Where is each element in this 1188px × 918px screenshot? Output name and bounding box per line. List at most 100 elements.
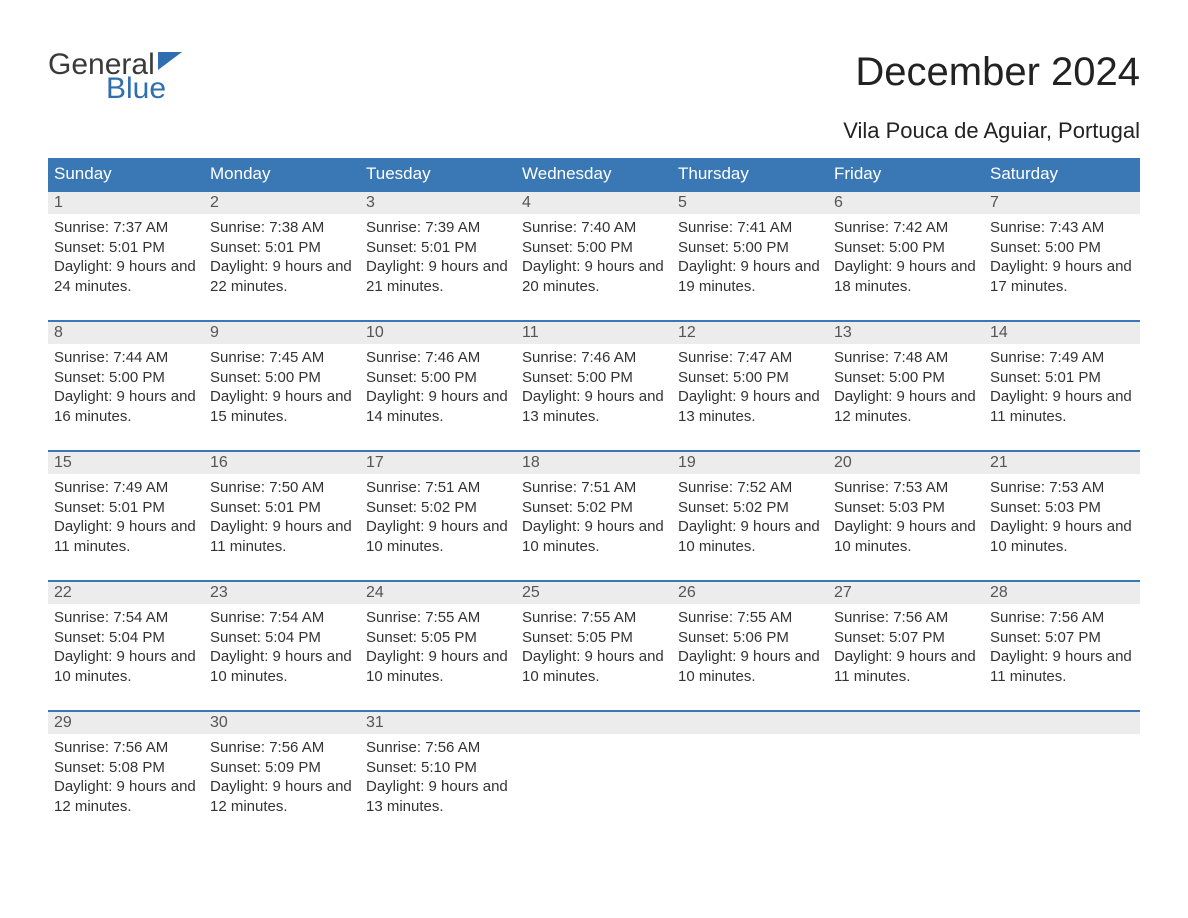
daylight-text: Daylight: 9 hours and 12 minutes. [54, 777, 198, 816]
calendar-day: 3Sunrise: 7:39 AMSunset: 5:01 PMDaylight… [360, 192, 516, 320]
sunrise-text: Sunrise: 7:53 AM [834, 478, 978, 498]
calendar-day: 21Sunrise: 7:53 AMSunset: 5:03 PMDayligh… [984, 452, 1140, 580]
sunrise-text: Sunrise: 7:43 AM [990, 218, 1134, 238]
calendar-week: 29Sunrise: 7:56 AMSunset: 5:08 PMDayligh… [48, 710, 1140, 840]
day-number: 10 [360, 322, 516, 344]
day-body: Sunrise: 7:53 AMSunset: 5:03 PMDaylight:… [984, 474, 1140, 560]
day-body: Sunrise: 7:55 AMSunset: 5:05 PMDaylight:… [360, 604, 516, 690]
day-body: Sunrise: 7:55 AMSunset: 5:05 PMDaylight:… [516, 604, 672, 690]
daylight-text: Daylight: 9 hours and 12 minutes. [834, 387, 978, 426]
calendar-day: 13Sunrise: 7:48 AMSunset: 5:00 PMDayligh… [828, 322, 984, 450]
calendar-header-cell: Tuesday [360, 158, 516, 190]
day-body: Sunrise: 7:46 AMSunset: 5:00 PMDaylight:… [516, 344, 672, 430]
sunrise-text: Sunrise: 7:47 AM [678, 348, 822, 368]
day-number: 22 [48, 582, 204, 604]
day-number: 16 [204, 452, 360, 474]
calendar-header-cell: Thursday [672, 158, 828, 190]
sunrise-text: Sunrise: 7:46 AM [522, 348, 666, 368]
day-body: Sunrise: 7:56 AMSunset: 5:10 PMDaylight:… [360, 734, 516, 820]
sunrise-text: Sunrise: 7:42 AM [834, 218, 978, 238]
calendar-day: 11Sunrise: 7:46 AMSunset: 5:00 PMDayligh… [516, 322, 672, 450]
sunset-text: Sunset: 5:01 PM [210, 498, 354, 518]
calendar-day: 1Sunrise: 7:37 AMSunset: 5:01 PMDaylight… [48, 192, 204, 320]
day-body: Sunrise: 7:52 AMSunset: 5:02 PMDaylight:… [672, 474, 828, 560]
calendar-day: 24Sunrise: 7:55 AMSunset: 5:05 PMDayligh… [360, 582, 516, 710]
calendar-header-cell: Sunday [48, 158, 204, 190]
sunrise-text: Sunrise: 7:54 AM [54, 608, 198, 628]
day-number: 12 [672, 322, 828, 344]
sunset-text: Sunset: 5:01 PM [366, 238, 510, 258]
day-number: 26 [672, 582, 828, 604]
logo-text-blue: Blue [106, 74, 182, 104]
day-number: 23 [204, 582, 360, 604]
calendar-day: 14Sunrise: 7:49 AMSunset: 5:01 PMDayligh… [984, 322, 1140, 450]
sunset-text: Sunset: 5:00 PM [834, 368, 978, 388]
day-number: 29 [48, 712, 204, 734]
day-number: 27 [828, 582, 984, 604]
daylight-text: Daylight: 9 hours and 13 minutes. [366, 777, 510, 816]
sunset-text: Sunset: 5:01 PM [210, 238, 354, 258]
calendar-header-cell: Monday [204, 158, 360, 190]
day-body: Sunrise: 7:39 AMSunset: 5:01 PMDaylight:… [360, 214, 516, 300]
day-body: Sunrise: 7:53 AMSunset: 5:03 PMDaylight:… [828, 474, 984, 560]
calendar-day: 31Sunrise: 7:56 AMSunset: 5:10 PMDayligh… [360, 712, 516, 840]
day-body: Sunrise: 7:37 AMSunset: 5:01 PMDaylight:… [48, 214, 204, 300]
calendar-day: 5Sunrise: 7:41 AMSunset: 5:00 PMDaylight… [672, 192, 828, 320]
sunset-text: Sunset: 5:00 PM [366, 368, 510, 388]
day-number: 15 [48, 452, 204, 474]
calendar-day: 22Sunrise: 7:54 AMSunset: 5:04 PMDayligh… [48, 582, 204, 710]
day-body: Sunrise: 7:49 AMSunset: 5:01 PMDaylight:… [48, 474, 204, 560]
day-body: Sunrise: 7:40 AMSunset: 5:00 PMDaylight:… [516, 214, 672, 300]
sunrise-text: Sunrise: 7:53 AM [990, 478, 1134, 498]
daylight-text: Daylight: 9 hours and 19 minutes. [678, 257, 822, 296]
sunset-text: Sunset: 5:02 PM [366, 498, 510, 518]
sunset-text: Sunset: 5:04 PM [54, 628, 198, 648]
sunrise-text: Sunrise: 7:55 AM [366, 608, 510, 628]
calendar-day: 28Sunrise: 7:56 AMSunset: 5:07 PMDayligh… [984, 582, 1140, 710]
day-body: Sunrise: 7:56 AMSunset: 5:08 PMDaylight:… [48, 734, 204, 820]
sunrise-text: Sunrise: 7:52 AM [678, 478, 822, 498]
day-body: Sunrise: 7:54 AMSunset: 5:04 PMDaylight:… [48, 604, 204, 690]
calendar-day [516, 712, 672, 840]
daylight-text: Daylight: 9 hours and 11 minutes. [210, 517, 354, 556]
daylight-text: Daylight: 9 hours and 10 minutes. [834, 517, 978, 556]
day-body: Sunrise: 7:41 AMSunset: 5:00 PMDaylight:… [672, 214, 828, 300]
sunset-text: Sunset: 5:00 PM [834, 238, 978, 258]
sunrise-text: Sunrise: 7:56 AM [210, 738, 354, 758]
sunset-text: Sunset: 5:00 PM [210, 368, 354, 388]
sunrise-text: Sunrise: 7:40 AM [522, 218, 666, 238]
sunset-text: Sunset: 5:00 PM [678, 368, 822, 388]
sunrise-text: Sunrise: 7:49 AM [54, 478, 198, 498]
calendar-day: 2Sunrise: 7:38 AMSunset: 5:01 PMDaylight… [204, 192, 360, 320]
calendar-week: 1Sunrise: 7:37 AMSunset: 5:01 PMDaylight… [48, 190, 1140, 320]
daylight-text: Daylight: 9 hours and 12 minutes. [210, 777, 354, 816]
sunrise-text: Sunrise: 7:41 AM [678, 218, 822, 238]
sunrise-text: Sunrise: 7:55 AM [522, 608, 666, 628]
daylight-text: Daylight: 9 hours and 13 minutes. [678, 387, 822, 426]
sunset-text: Sunset: 5:09 PM [210, 758, 354, 778]
day-number [672, 712, 828, 734]
sunset-text: Sunset: 5:00 PM [678, 238, 822, 258]
day-number: 18 [516, 452, 672, 474]
sunrise-text: Sunrise: 7:48 AM [834, 348, 978, 368]
sunrise-text: Sunrise: 7:54 AM [210, 608, 354, 628]
daylight-text: Daylight: 9 hours and 10 minutes. [210, 647, 354, 686]
sunset-text: Sunset: 5:03 PM [834, 498, 978, 518]
day-number [828, 712, 984, 734]
sunrise-text: Sunrise: 7:49 AM [990, 348, 1134, 368]
day-body: Sunrise: 7:56 AMSunset: 5:07 PMDaylight:… [828, 604, 984, 690]
day-number: 7 [984, 192, 1140, 214]
sunset-text: Sunset: 5:01 PM [990, 368, 1134, 388]
sunset-text: Sunset: 5:05 PM [522, 628, 666, 648]
day-number: 28 [984, 582, 1140, 604]
sunset-text: Sunset: 5:04 PM [210, 628, 354, 648]
daylight-text: Daylight: 9 hours and 10 minutes. [366, 647, 510, 686]
sunset-text: Sunset: 5:05 PM [366, 628, 510, 648]
sunrise-text: Sunrise: 7:45 AM [210, 348, 354, 368]
calendar-header-cell: Friday [828, 158, 984, 190]
daylight-text: Daylight: 9 hours and 17 minutes. [990, 257, 1134, 296]
sunset-text: Sunset: 5:08 PM [54, 758, 198, 778]
calendar-day: 25Sunrise: 7:55 AMSunset: 5:05 PMDayligh… [516, 582, 672, 710]
logo: General Blue [48, 50, 182, 104]
daylight-text: Daylight: 9 hours and 10 minutes. [678, 647, 822, 686]
